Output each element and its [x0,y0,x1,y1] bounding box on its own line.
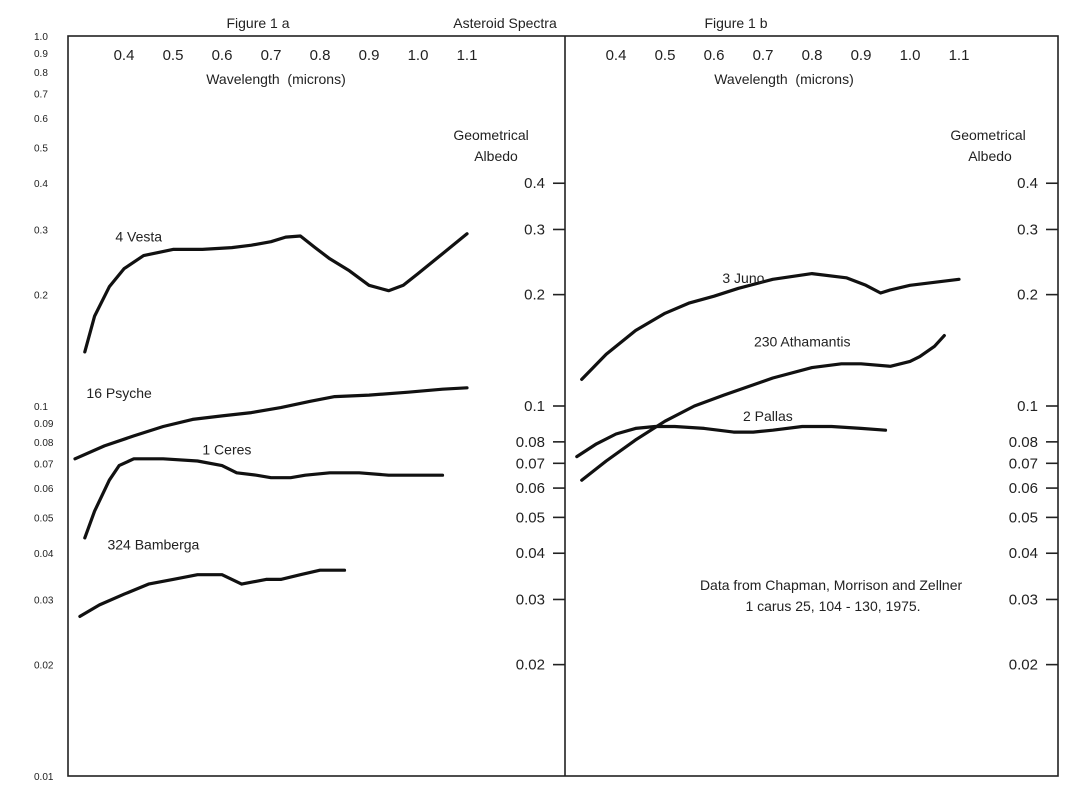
right-y-tick-label: 0.02 [516,657,545,674]
x-tick-label: 0.9 [359,47,380,64]
right-y-tick-label: 0.07 [516,455,545,472]
left-y-tick-label: 0.4 [34,179,48,190]
x-tick-label: 0.4 [114,47,135,64]
left-y-tick-label: 0.9 [34,49,48,60]
x-tick-label: 1.0 [900,47,921,64]
left-y-tick-label: 0.6 [34,114,48,125]
x-tick-label: 1.0 [408,47,429,64]
left-y-tick-label: 0.04 [34,549,54,560]
x-tick-label: 1.1 [457,47,478,64]
right-y-tick-label: 0.04 [516,545,545,562]
right-y-tick-label: 0.1 [1017,398,1038,415]
right-y-tick-label: 0.1 [524,398,545,415]
series-label: 16 Psyche [86,385,152,401]
x-tick-label: 0.4 [606,47,627,64]
left-y-tick-label: 1.0 [34,32,48,43]
left-y-tick-label: 0.08 [34,438,54,449]
series-curve [83,232,469,354]
x-tick-label: 0.6 [704,47,725,64]
data-source-note: Data from Chapman, Morrison and Zellner … [700,577,966,614]
left-y-tick-label: 0.7 [34,89,48,100]
figure-1b-title: Figure 1 b [704,15,767,31]
series-curve [580,334,946,482]
series-curve [575,424,888,459]
y-axis-label-left: Geometrical Albedo [453,127,532,164]
right-y-tick-label: 0.3 [1017,221,1038,238]
left-y-tick-label: 0.1 [34,402,48,413]
right-y-tick-label: 0.4 [524,175,545,192]
right-y-tick-label: 0.03 [1009,591,1038,608]
right-y-tick-label: 0.04 [1009,545,1038,562]
series-label: 4 Vesta [115,229,162,245]
left-y-tick-label: 0.01 [34,772,54,783]
x-tick-label: 0.9 [851,47,872,64]
series-label: 1 Ceres [202,441,251,457]
x-tick-label: 0.6 [212,47,233,64]
left-y-tick-label: 0.2 [34,291,48,302]
series-curve [580,272,961,381]
left-y-tick-label: 0.02 [34,661,54,672]
right-y-tick-label: 0.08 [516,434,545,451]
left-y-tick-label: 0.06 [34,484,54,495]
series-curve [73,386,469,461]
left-y-tick-label: 0.5 [34,143,48,154]
right-y-tick-label: 0.03 [516,591,545,608]
series-curve [78,568,347,618]
right-y-tick-label: 0.05 [516,509,545,526]
x-tick-label: 0.7 [261,47,282,64]
x-tick-label: 0.7 [753,47,774,64]
right-y-tick-label: 0.02 [1009,657,1038,674]
figure-1a-title: Figure 1 a [226,15,289,31]
left-y-tick-label: 0.07 [34,459,54,470]
chart-supertitle: Asteroid Spectra [453,15,557,31]
y-axis-label-right: Geometrical Albedo [950,127,1029,164]
series-curve [83,457,445,540]
x-tick-label: 0.5 [655,47,676,64]
series-label: 230 Athamantis [754,333,851,349]
series-label: 3 Juno [722,270,764,286]
right-y-tick-label: 0.4 [1017,175,1038,192]
x-axis-label-left: Wavelength (microns) [206,71,346,87]
left-y-tick-label: 0.09 [34,419,54,430]
left-y-tick-label: 0.03 [34,595,54,606]
x-tick-label: 1.1 [949,47,970,64]
x-tick-label: 0.8 [310,47,331,64]
x-tick-label: 0.5 [163,47,184,64]
left-y-tick-label: 0.8 [34,68,48,79]
x-axis-label-right: Wavelength (microns) [714,71,854,87]
right-y-tick-label: 0.07 [1009,455,1038,472]
x-tick-label: 0.8 [802,47,823,64]
right-y-tick-label: 0.2 [1017,287,1038,304]
right-y-tick-label: 0.3 [524,221,545,238]
right-y-tick-label: 0.06 [516,480,545,497]
series-label: 324 Bamberga [107,536,199,552]
left-y-tick-label: 0.3 [34,225,48,236]
right-y-tick-label: 0.2 [524,287,545,304]
right-y-tick-label: 0.06 [1009,480,1038,497]
series-label: 2 Pallas [743,408,793,424]
left-y-tick-label: 0.05 [34,513,54,524]
right-y-tick-label: 0.08 [1009,434,1038,451]
right-y-tick-label: 0.05 [1009,509,1038,526]
